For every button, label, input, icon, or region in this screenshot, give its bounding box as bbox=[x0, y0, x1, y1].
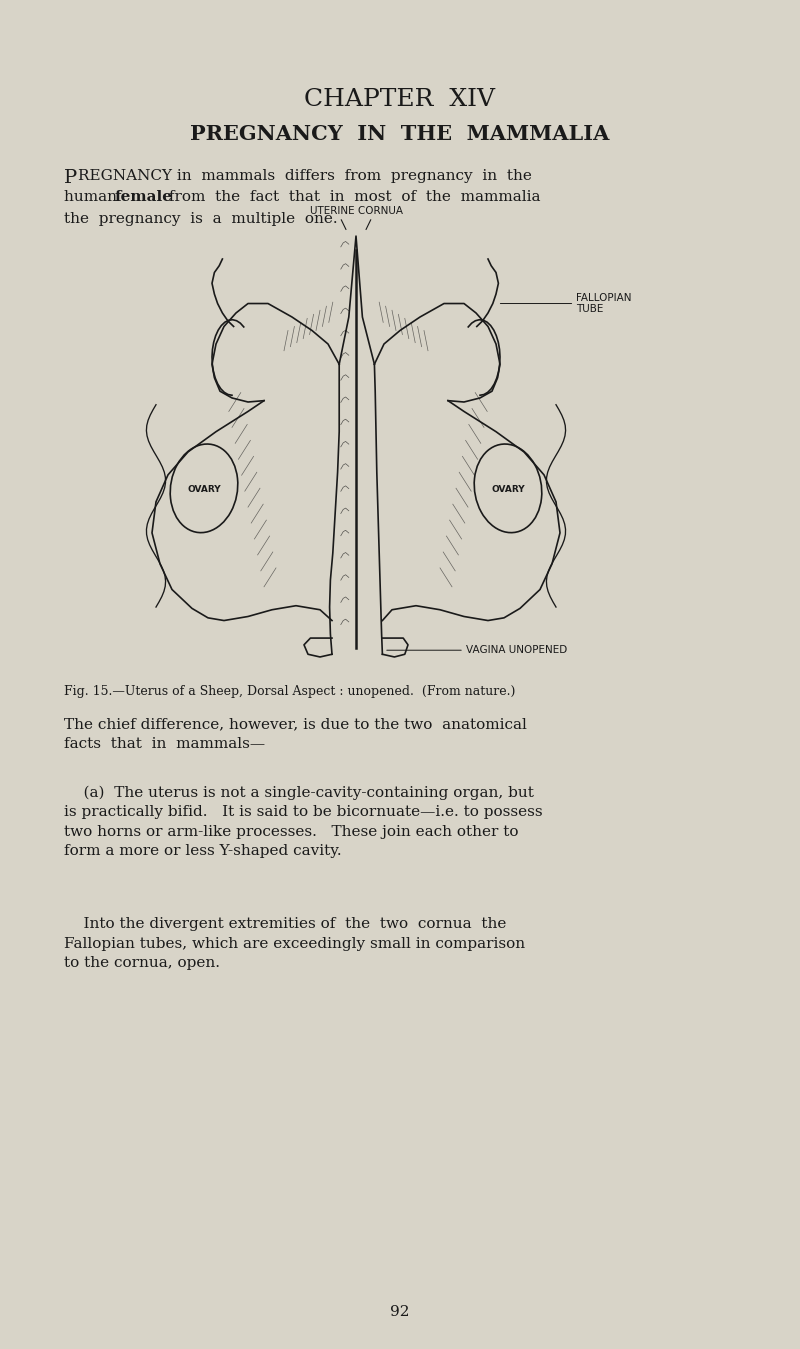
Text: the  pregnancy  is  a  multiple  one.: the pregnancy is a multiple one. bbox=[64, 212, 338, 225]
Text: Into the divergent extremities of  the  two  cornua  the
Fallopian tubes, which : Into the divergent extremities of the tw… bbox=[64, 917, 525, 970]
Text: PREGNANCY  IN  THE  MAMMALIA: PREGNANCY IN THE MAMMALIA bbox=[190, 124, 610, 144]
Text: FALLOPIAN
TUBE: FALLOPIAN TUBE bbox=[576, 293, 631, 314]
Text: (a)  The uterus is not a single-cavity-containing organ, but
is practically bifi: (a) The uterus is not a single-cavity-co… bbox=[64, 785, 542, 858]
Text: UTERINE CORNUA: UTERINE CORNUA bbox=[310, 206, 402, 216]
Text: P: P bbox=[64, 169, 78, 186]
Text: The chief difference, however, is due to the two  anatomical
facts  that  in  ma: The chief difference, however, is due to… bbox=[64, 718, 527, 751]
Text: female: female bbox=[114, 190, 172, 204]
Text: VAGINA UNOPENED: VAGINA UNOPENED bbox=[466, 645, 567, 656]
Text: Fig. 15.—Uterus of a Sheep, Dorsal Aspect : unopened.  (From nature.): Fig. 15.—Uterus of a Sheep, Dorsal Aspec… bbox=[64, 685, 515, 699]
Text: OVARY: OVARY bbox=[187, 486, 221, 494]
Text: human: human bbox=[64, 190, 122, 204]
Text: 92: 92 bbox=[390, 1306, 410, 1319]
Text: from  the  fact  that  in  most  of  the  mammalia: from the fact that in most of the mammal… bbox=[164, 190, 541, 204]
Text: CHAPTER  XIV: CHAPTER XIV bbox=[305, 88, 495, 111]
Text: REGNANCY in  mammals  differs  from  pregnancy  in  the: REGNANCY in mammals differs from pregnan… bbox=[78, 169, 532, 182]
Text: OVARY: OVARY bbox=[491, 486, 525, 494]
